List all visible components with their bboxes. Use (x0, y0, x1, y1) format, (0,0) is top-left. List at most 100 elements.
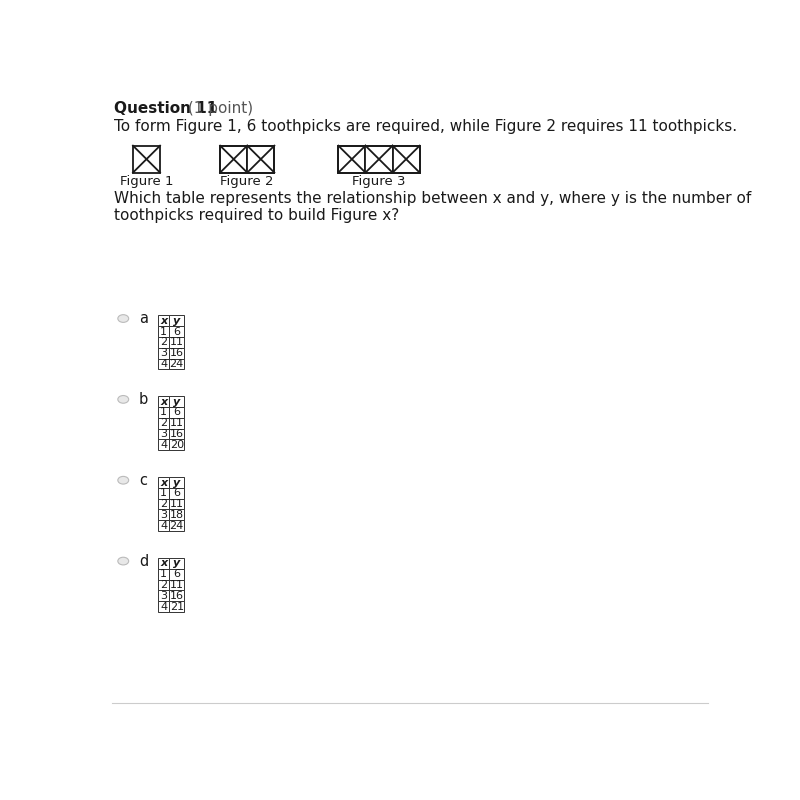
Text: 21: 21 (170, 602, 184, 611)
Text: y: y (173, 397, 180, 406)
Text: 4: 4 (160, 602, 167, 611)
Bar (158, 348, 169, 358)
Text: To form Figure 1, 6 toothpicks are required, while Figure 2 requires 11 toothpic: To form Figure 1, 6 toothpicks are requi… (114, 119, 737, 134)
Text: 2: 2 (160, 418, 167, 428)
Text: 11: 11 (170, 580, 184, 590)
Bar (158, 601, 169, 612)
Text: 20: 20 (170, 440, 184, 450)
Text: Figure 1: Figure 1 (120, 175, 174, 188)
Bar (158, 477, 169, 488)
Bar (158, 326, 169, 337)
Bar (158, 558, 169, 569)
Bar (169, 590, 185, 601)
Text: 4: 4 (160, 359, 167, 369)
Bar (158, 510, 169, 520)
Bar (169, 358, 185, 370)
Text: (1 point): (1 point) (183, 102, 253, 116)
Text: 11: 11 (170, 418, 184, 428)
Text: d: d (138, 554, 148, 569)
Bar (158, 358, 169, 370)
Text: 11: 11 (170, 499, 184, 509)
Text: x: x (160, 478, 167, 487)
Text: c: c (138, 473, 146, 488)
Text: 6: 6 (174, 407, 180, 418)
Text: 3: 3 (160, 590, 167, 601)
Bar (158, 315, 169, 326)
Text: 24: 24 (170, 521, 184, 530)
Ellipse shape (118, 476, 129, 484)
Bar (169, 418, 185, 429)
Bar (338, 146, 420, 173)
Text: 16: 16 (170, 348, 184, 358)
Bar (158, 579, 169, 590)
Text: 3: 3 (160, 348, 167, 358)
Ellipse shape (118, 395, 129, 403)
Text: y: y (173, 558, 180, 568)
Text: b: b (138, 392, 148, 407)
Bar (220, 146, 247, 173)
Text: 2: 2 (160, 580, 167, 590)
Bar (158, 418, 169, 429)
Bar (393, 146, 420, 173)
Ellipse shape (118, 314, 129, 322)
Text: y: y (173, 478, 180, 487)
Text: toothpicks required to build Figure x?: toothpicks required to build Figure x? (114, 208, 399, 222)
Bar (169, 488, 185, 498)
Bar (158, 396, 169, 407)
Bar (133, 146, 160, 173)
Bar (169, 558, 185, 569)
Text: 4: 4 (160, 440, 167, 450)
Bar (158, 407, 169, 418)
Text: 1: 1 (160, 569, 167, 579)
Bar (169, 439, 185, 450)
Text: Question 11: Question 11 (114, 102, 218, 116)
Text: 18: 18 (170, 510, 184, 520)
Text: 3: 3 (160, 510, 167, 520)
Text: Which table represents the relationship between x and y, where y is the number o: Which table represents the relationship … (114, 191, 751, 206)
Bar (158, 590, 169, 601)
Text: Figure 2: Figure 2 (221, 175, 274, 188)
Text: 6: 6 (174, 569, 180, 579)
Text: 24: 24 (170, 359, 184, 369)
Bar (169, 520, 185, 531)
Bar (169, 477, 185, 488)
Bar (158, 429, 169, 439)
Bar (247, 146, 274, 173)
Bar (169, 579, 185, 590)
Bar (169, 337, 185, 348)
Bar (169, 315, 185, 326)
Text: 1: 1 (160, 488, 167, 498)
Text: 2: 2 (160, 338, 167, 347)
Bar (158, 439, 169, 450)
Text: 16: 16 (170, 590, 184, 601)
Text: 11: 11 (170, 338, 184, 347)
Text: 3: 3 (160, 429, 167, 439)
Bar (169, 569, 185, 579)
Bar (158, 520, 169, 531)
Text: 6: 6 (174, 488, 180, 498)
Bar (158, 337, 169, 348)
Bar (158, 488, 169, 498)
Bar (169, 498, 185, 510)
Text: 1: 1 (160, 407, 167, 418)
Bar (158, 569, 169, 579)
Bar (158, 498, 169, 510)
Bar (169, 396, 185, 407)
Text: x: x (160, 316, 167, 326)
Text: y: y (173, 316, 180, 326)
Bar (338, 146, 366, 173)
Text: x: x (160, 397, 167, 406)
Text: 1: 1 (160, 326, 167, 337)
Bar (169, 429, 185, 439)
Text: a: a (138, 311, 148, 326)
Bar (169, 510, 185, 520)
Text: 6: 6 (174, 326, 180, 337)
Bar (366, 146, 393, 173)
Bar (169, 407, 185, 418)
Bar (169, 326, 185, 337)
Ellipse shape (118, 558, 129, 565)
Text: 4: 4 (160, 521, 167, 530)
Text: x: x (160, 558, 167, 568)
Bar (220, 146, 274, 173)
Text: Figure 3: Figure 3 (352, 175, 406, 188)
